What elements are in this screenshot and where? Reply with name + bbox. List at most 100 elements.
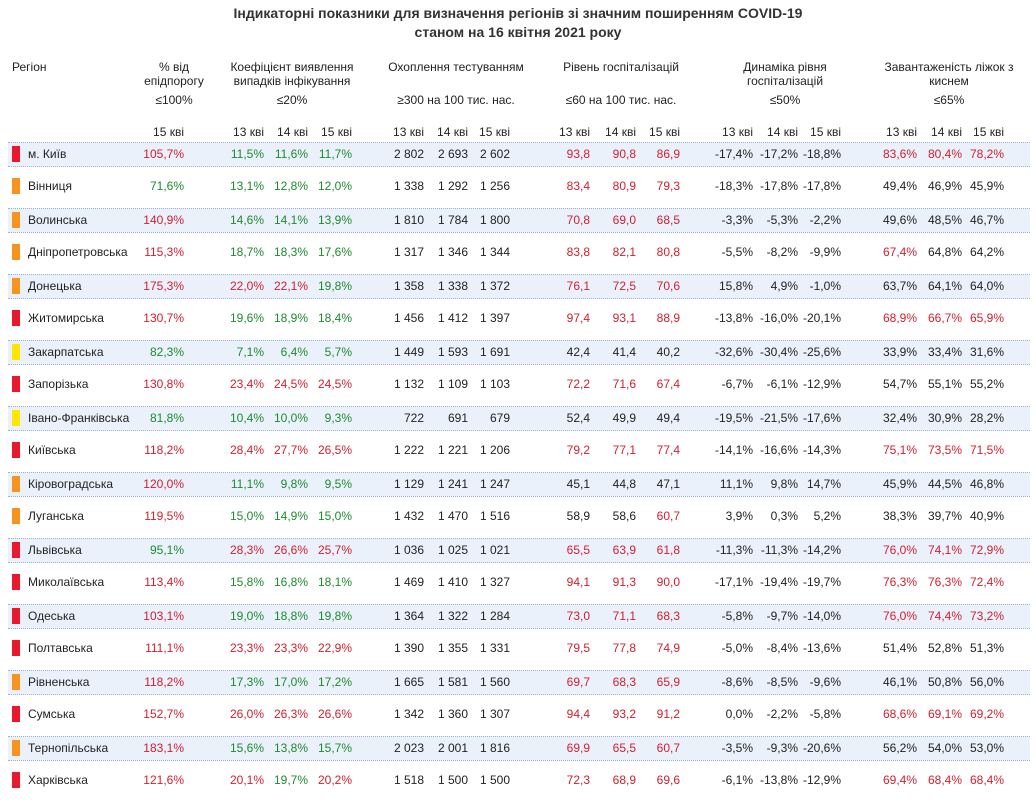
oxy-value-d13: 76,0% <box>882 609 917 623</box>
coef-value-d13: 17,3% <box>229 675 264 689</box>
coef-value-d15: 17,6% <box>317 245 352 259</box>
dyn-value-d15: -1,0% <box>809 279 841 293</box>
epi-percent-value: 120,0% <box>143 477 184 491</box>
coef-value-d13: 28,4% <box>229 443 264 457</box>
epi-percent-value: 103,1% <box>143 609 184 623</box>
region-name: Закарпатська <box>28 345 104 359</box>
oxy-value-d15: 56,0% <box>969 675 1004 689</box>
coef-value-d15: 26,5% <box>317 443 352 457</box>
epi-percent-value: 140,9% <box>143 213 184 227</box>
oxy-value-d14: 39,7% <box>927 509 962 523</box>
test-value-d14: 1 241 <box>437 477 468 491</box>
table-row: Сумська 152,7% 26,0% 26,3% 26,6% 1 342 1 360 1 … <box>8 703 1030 726</box>
day-header-dyn-d13: 13 кві <box>722 125 753 139</box>
header-test-threshold: ≥300 на 100 тис. нас. <box>397 93 515 107</box>
oxy-value-d13: 49,4% <box>882 179 917 193</box>
epi-percent-value: 119,5% <box>144 509 184 523</box>
test-value-d15: 1 500 <box>479 773 510 787</box>
coef-value-d13: 23,3% <box>229 641 264 655</box>
coef-value-d15: 17,2% <box>317 675 352 689</box>
region-name: Тернопільська <box>28 741 109 755</box>
oxy-value-d14: 74,4% <box>927 609 962 623</box>
test-value-d14: 1 784 <box>437 213 468 227</box>
test-value-d15: 1 816 <box>479 741 510 755</box>
hosp-value-d13: 72,2 <box>566 377 590 391</box>
hosp-value-d13: 97,4 <box>566 311 590 325</box>
region-name: Львівська <box>28 543 82 557</box>
oxy-value-d15: 64,0% <box>969 279 1004 293</box>
oxy-value-d14: 44,5% <box>927 477 962 491</box>
header-oxy: Завантаженість ліжок з киснем ≤65% <box>872 60 1026 107</box>
test-value-d14: 1 360 <box>437 707 468 721</box>
oxy-value-d14: 66,7% <box>927 311 962 325</box>
status-indicator <box>12 344 20 360</box>
dyn-value-d13: 0,0% <box>725 707 753 721</box>
hosp-value-d15: 70,6 <box>656 279 680 293</box>
test-value-d13: 2 023 <box>393 741 424 755</box>
hosp-value-d13: 69,7 <box>566 675 590 689</box>
hosp-value-d15: 74,9 <box>656 641 680 655</box>
oxy-value-d13: 68,9% <box>882 311 917 325</box>
test-value-d14: 1 500 <box>437 773 468 787</box>
coef-value-d15: 19,8% <box>317 609 352 623</box>
coef-value-d13: 11,1% <box>230 477 264 491</box>
test-value-d15: 2 602 <box>479 147 510 161</box>
region-name: Волинська <box>28 213 88 227</box>
table-row: Миколаївська 113,4% 15,8% 16,8% 18,1% 1 469 1 … <box>8 571 1030 594</box>
hosp-value-d13: 58,9 <box>566 509 590 523</box>
hosp-value-d13: 93,8 <box>566 147 590 161</box>
coef-value-d15: 9,5% <box>324 477 352 491</box>
status-indicator <box>12 508 20 524</box>
oxy-value-d13: 45,9% <box>882 477 917 491</box>
test-value-d15: 1 284 <box>479 609 510 623</box>
day-header-oxy-d13: 13 кві <box>886 125 917 139</box>
oxy-value-d15: 71,5% <box>969 443 1004 457</box>
header-test-label: Охоплення тестуванням <box>388 60 524 74</box>
coef-value-d13: 15,0% <box>229 509 264 523</box>
coef-value-d15: 13,9% <box>317 213 352 227</box>
dyn-value-d13: 15,8% <box>718 279 753 293</box>
dyn-value-d14: -17,2% <box>759 147 798 161</box>
oxy-value-d14: 30,9% <box>927 411 962 425</box>
dyn-value-d15: -12,9% <box>802 773 841 787</box>
coef-value-d15: 20,2% <box>317 773 352 787</box>
day-header-oxy-d15: 15 кві <box>973 125 1004 139</box>
header-epi-threshold: ≤100% <box>155 93 193 107</box>
hosp-value-d14: 69,0 <box>612 213 636 227</box>
test-value-d15: 1 256 <box>479 179 510 193</box>
test-value-d15: 1 327 <box>479 575 510 589</box>
test-value-d14: 1 410 <box>437 575 468 589</box>
dyn-value-d14: 0,3% <box>770 509 798 523</box>
hosp-value-d13: 76,1 <box>566 279 590 293</box>
oxy-value-d15: 55,2% <box>969 377 1004 391</box>
test-value-d13: 1 390 <box>393 641 424 655</box>
coef-value-d15: 18,4% <box>317 311 352 325</box>
coef-value-d13: 7,1% <box>236 345 264 359</box>
coef-value-d14: 14,9% <box>273 509 308 523</box>
table-row: Львівська 95,1% 28,3% 26,6% 25,7% 1 036 1 025 1… <box>8 538 1030 563</box>
dyn-value-d14: -17,8% <box>759 179 798 193</box>
oxy-value-d15: 45,9% <box>969 179 1004 193</box>
table-row: Київська 118,2% 28,4% 27,7% 26,5% 1 222 1 221 1… <box>8 439 1030 462</box>
coef-value-d14: 18,8% <box>273 609 308 623</box>
header-oxy-label: Завантаженість ліжок з киснем <box>884 60 1014 88</box>
dyn-value-d13: -13,8% <box>714 311 753 325</box>
region-name: Одеська <box>28 609 76 623</box>
coef-value-d15: 22,9% <box>317 641 352 655</box>
region-name: Дніпропетровська <box>28 245 128 259</box>
day-header-test-d15: 15 кві <box>479 125 510 139</box>
coef-value-d15: 26,6% <box>317 707 352 721</box>
hosp-value-d15: 40,2 <box>656 345 680 359</box>
oxy-value-d13: 32,4% <box>882 411 917 425</box>
day-header-hosp-d14: 14 кві <box>605 125 636 139</box>
oxy-value-d13: 69,4% <box>882 773 917 787</box>
dyn-value-d14: -2,2% <box>766 707 798 721</box>
status-indicator <box>12 740 20 756</box>
test-value-d14: 1 292 <box>437 179 468 193</box>
dyn-value-d14: -11,3% <box>760 543 798 557</box>
oxy-value-d15: 73,2% <box>969 609 1004 623</box>
coef-value-d15: 11,7% <box>318 147 352 161</box>
status-indicator <box>12 574 20 590</box>
dyn-value-d13: -6,7% <box>721 377 753 391</box>
test-value-d15: 1 206 <box>479 443 510 457</box>
